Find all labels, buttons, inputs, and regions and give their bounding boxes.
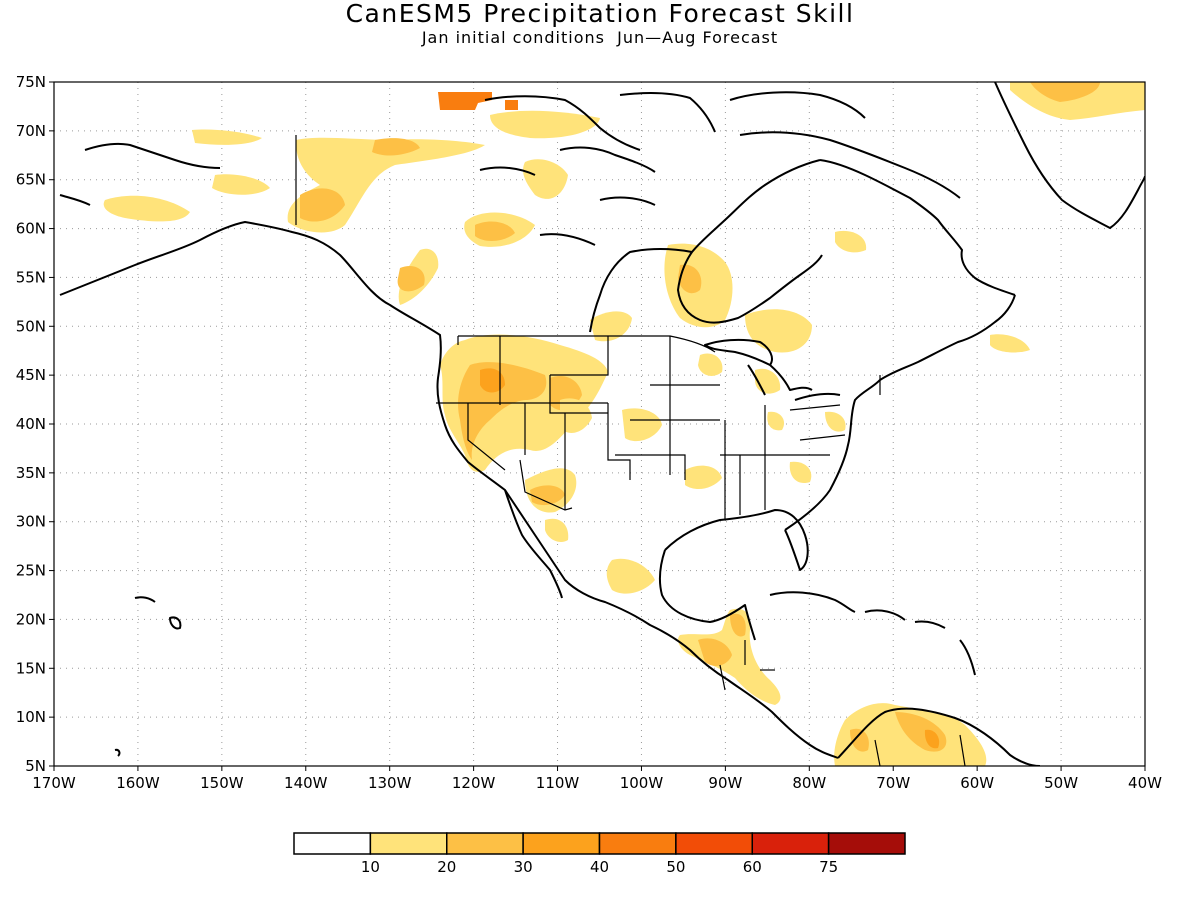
legend-swatch bbox=[369, 832, 448, 855]
coastlines bbox=[59, 82, 1145, 766]
legend-swatch bbox=[598, 832, 677, 855]
lon-tick-label: 170W bbox=[32, 774, 76, 792]
legend-label: 30 bbox=[514, 858, 533, 876]
lon-tick-label: 150W bbox=[200, 774, 244, 792]
legend-label: 75 bbox=[819, 858, 838, 876]
lat-tick-label: 60N bbox=[16, 220, 46, 238]
lat-tick-label: 70N bbox=[16, 122, 46, 140]
legend-swatch bbox=[293, 832, 372, 855]
legend-swatch bbox=[522, 832, 601, 855]
lon-tick-label: 130W bbox=[368, 774, 412, 792]
lat-tick-label: 15N bbox=[16, 659, 46, 677]
lon-tick-label: 160W bbox=[116, 774, 160, 792]
legend-swatch bbox=[446, 832, 524, 855]
lon-tick-label: 120W bbox=[452, 774, 496, 792]
lat-tick-label: 5N bbox=[25, 757, 46, 775]
lat-tick-label: 50N bbox=[16, 317, 46, 335]
lon-tick-label: 90W bbox=[708, 774, 742, 792]
legend-label: 50 bbox=[666, 858, 685, 876]
legend-label: 20 bbox=[437, 858, 456, 876]
map-title: CanESM5 Precipitation Forecast Skill bbox=[345, 0, 855, 28]
legend-swatch bbox=[827, 832, 906, 855]
lat-tick-label: 25N bbox=[16, 562, 46, 580]
lat-tick-label: 55N bbox=[16, 268, 46, 286]
plot-background bbox=[54, 82, 1145, 766]
lat-tick-label: 10N bbox=[16, 708, 46, 726]
lon-tick-label: 80W bbox=[792, 774, 826, 792]
lon-tick-label: 100W bbox=[620, 774, 664, 792]
lon-tick-label: 50W bbox=[1044, 774, 1078, 792]
legend-colorbar: 10 20 30 40 50 60 75 bbox=[293, 832, 906, 876]
legend-swatch bbox=[675, 832, 753, 855]
legend-swatch bbox=[751, 832, 830, 855]
lon-tick-label: 70W bbox=[876, 774, 910, 792]
lat-tick-label: 65N bbox=[16, 171, 46, 189]
lat-tick-label: 30N bbox=[16, 513, 46, 531]
lat-tick-label: 20N bbox=[16, 610, 46, 628]
lon-tick-label: 110W bbox=[536, 774, 580, 792]
lon-tick-label: 40W bbox=[1128, 774, 1162, 792]
lat-tick-label: 40N bbox=[16, 415, 46, 433]
lat-tick-label: 75N bbox=[16, 73, 46, 91]
legend-label: 60 bbox=[743, 858, 762, 876]
political-boundaries bbox=[295, 135, 966, 766]
lat-tick-label: 35N bbox=[16, 464, 46, 482]
lon-tick-label: 60W bbox=[960, 774, 994, 792]
lat-tick-label: 45N bbox=[16, 366, 46, 384]
skill-shading bbox=[103, 82, 1145, 766]
lon-tick-labels: 170W 160W 150W 140W 130W 120W 110W 100W 90W 80W 70… bbox=[32, 766, 1162, 792]
legend-label: 10 bbox=[361, 858, 380, 876]
lat-tick-labels: 5N 10N 15N 20N 25N 30N 35N 40N 45N 50N 55N 60N 65N 70… bbox=[16, 73, 54, 775]
map-subtitle: Jan initial conditions Jun—Aug Forecast bbox=[421, 28, 779, 47]
lon-tick-label: 140W bbox=[284, 774, 328, 792]
legend-label: 40 bbox=[590, 858, 609, 876]
